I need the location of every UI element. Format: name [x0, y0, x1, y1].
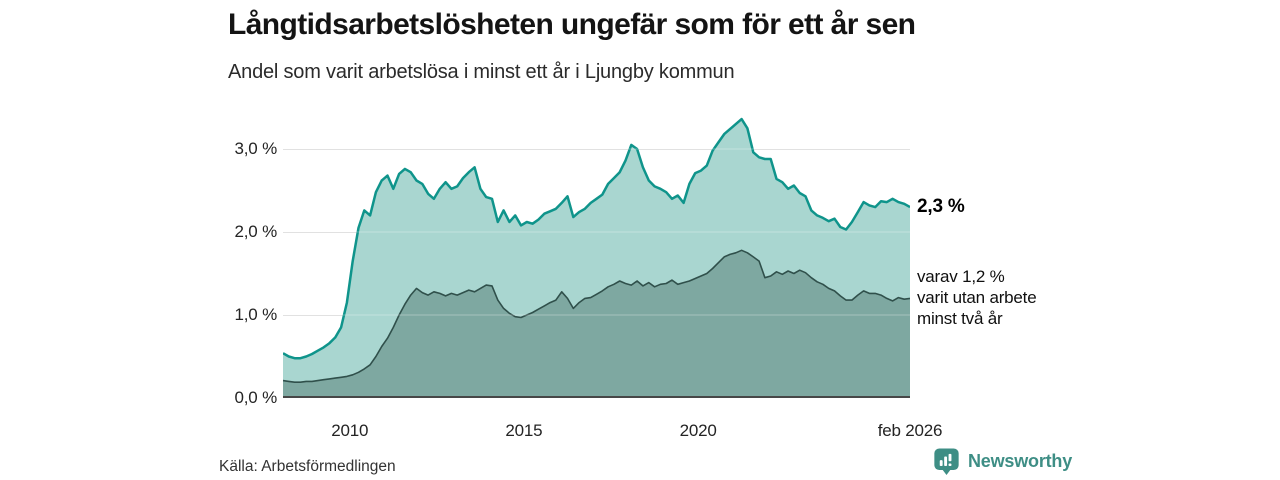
newsworthy-icon: [934, 448, 959, 475]
x-tick-label: 2015: [505, 421, 543, 440]
x-tick-label: feb 2026: [877, 421, 943, 440]
y-tick-label: 0,0 %: [234, 388, 278, 407]
newsworthy-wordmark: Newsworthy: [968, 451, 1073, 471]
annotation-line: varit utan arbete: [917, 288, 1037, 307]
series-two-year-area: [283, 250, 910, 398]
gridline: [283, 149, 910, 150]
x-tick-label: 2020: [679, 421, 717, 440]
source-note: Källa: Arbetsförmedlingen: [219, 458, 396, 475]
y-tick-label: 1,0 %: [234, 305, 278, 324]
annotation-line: varav 1,2 %: [917, 267, 1005, 286]
area-chart: [283, 117, 910, 398]
annotation-line: minst två år: [917, 309, 1003, 328]
page-title: Långtidsarbetslösheten ungefär som för e…: [228, 8, 916, 41]
y-tick-label: 3,0 %: [234, 139, 278, 158]
annotation-two-year-label: varav 1,2 % varit utan arbete minst två …: [917, 266, 1037, 329]
x-tick-label: 2010: [331, 421, 369, 440]
newsworthy-logo[interactable]: Newsworthy: [933, 447, 1072, 476]
chart-subtitle: Andel som varit arbetslösa i minst ett å…: [228, 61, 735, 83]
series-total-line: [283, 117, 910, 360]
series-two-year-line: [283, 249, 910, 383]
y-tick-label: 2,0 %: [234, 222, 278, 241]
annotation-total-value: 2,3 %: [917, 196, 965, 217]
